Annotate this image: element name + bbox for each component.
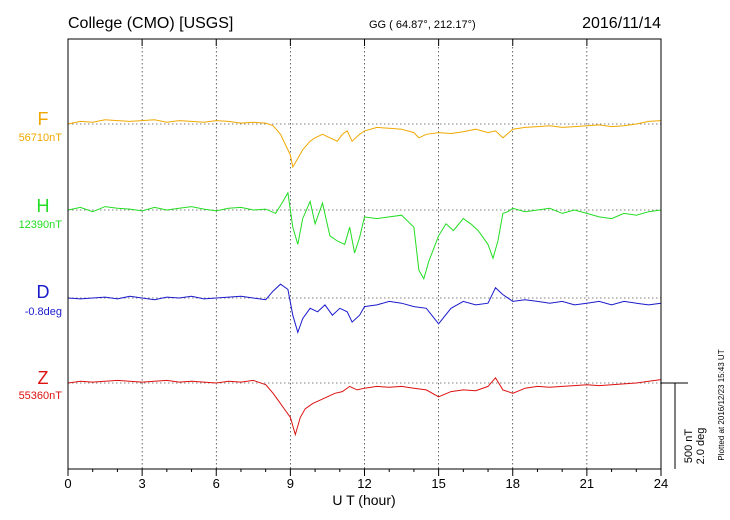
scale-bar: 500 nT 2.0 deg — [661, 382, 707, 469]
trace-z — [67, 376, 662, 437]
x-tick-label: 6 — [213, 476, 220, 491]
x-axis: 0 3 6 9 12 15 18 21 24 — [64, 39, 668, 491]
series-labels: F 56710nT H 12390nT D -0.8deg Z 55360nT — [19, 109, 63, 402]
series-baseline-d: -0.8deg — [25, 306, 62, 318]
plotted-at-note: Plotted at 2016/12/23 15:43 UT — [717, 349, 726, 460]
series-name-h: H — [37, 196, 50, 216]
trace-f — [67, 119, 662, 169]
x-tick-label: 3 — [139, 476, 146, 491]
series-baseline-h: 12390nT — [19, 219, 63, 231]
plot-frame — [67, 38, 662, 470]
x-tick-label: 18 — [506, 476, 520, 491]
scale-bar-deg-label: 2.0 deg — [695, 428, 707, 465]
series-baseline-z: 55360nT — [19, 390, 63, 402]
station-coordinates: GG ( 64.87°, 212.17°) — [369, 19, 476, 31]
plot-date: 2016/11/14 — [582, 15, 661, 32]
series-name-d: D — [37, 282, 50, 302]
series-baseline-f: 56710nT — [19, 132, 63, 144]
series-name-f: F — [38, 109, 49, 129]
scale-bar-nt-label: 500 nT — [683, 429, 695, 464]
x-tick-label: 21 — [580, 476, 594, 491]
series-name-z: Z — [38, 368, 49, 388]
trace-h — [67, 191, 662, 281]
trace-d — [67, 283, 662, 335]
x-tick-label: 12 — [357, 476, 371, 491]
x-tick-label: 0 — [64, 476, 71, 491]
x-tick-label: 24 — [654, 476, 668, 491]
x-axis-label: U T (hour) — [332, 492, 395, 508]
x-tick-label: 9 — [287, 476, 294, 491]
x-tick-label: 15 — [431, 476, 445, 491]
station-title: College (CMO) [USGS] — [68, 15, 233, 32]
data-traces — [67, 119, 662, 437]
grid-lines — [68, 39, 661, 469]
